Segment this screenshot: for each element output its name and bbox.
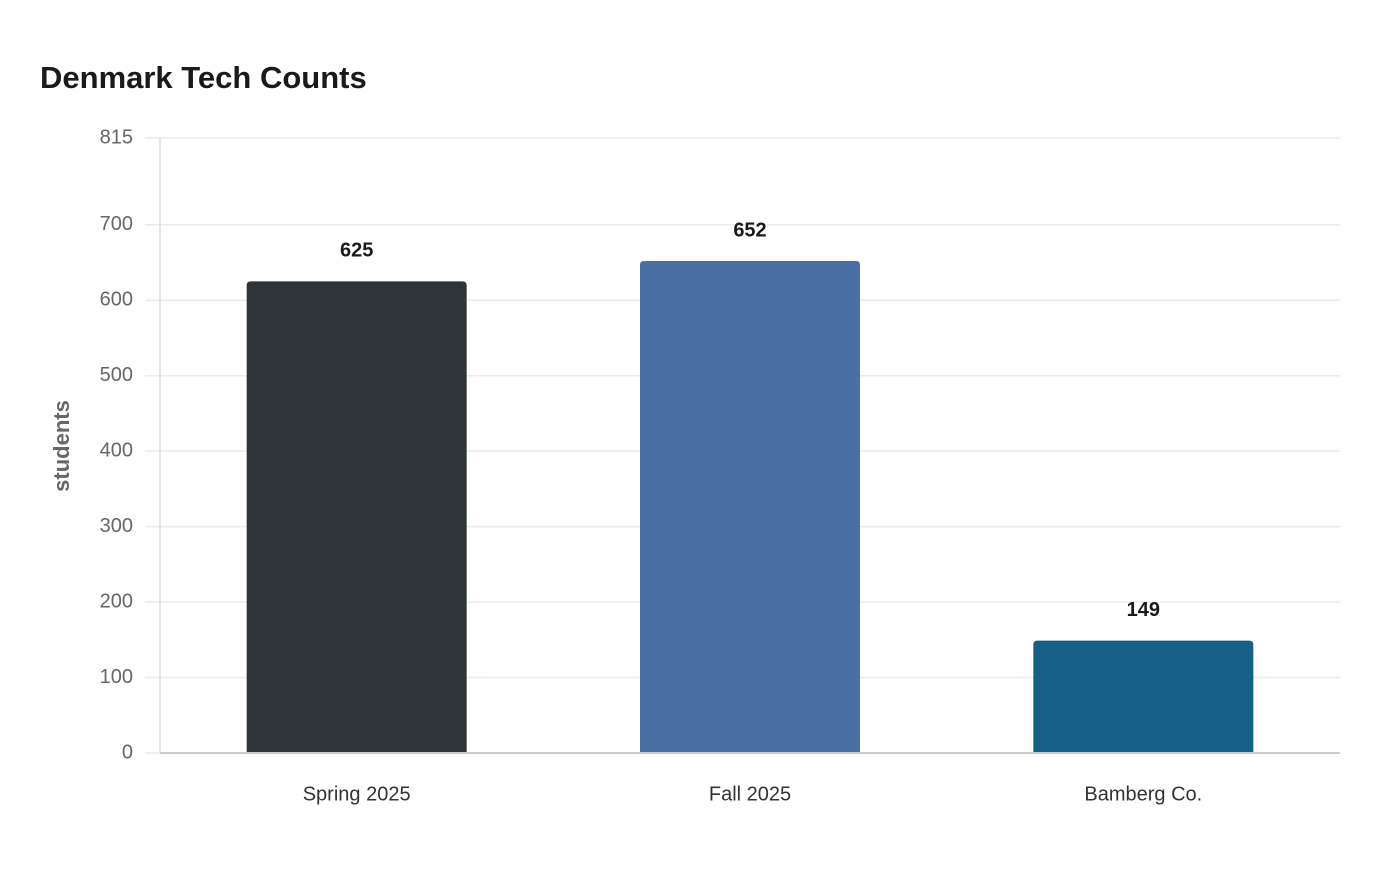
value-label: 652 bbox=[733, 219, 766, 241]
x-tick-label: Spring 2025 bbox=[303, 783, 411, 805]
chart-title: Denmark Tech Counts bbox=[40, 60, 367, 95]
y-tick-label: 500 bbox=[100, 364, 133, 386]
y-tick-label: 600 bbox=[100, 289, 133, 311]
y-tick-label: 300 bbox=[100, 515, 133, 537]
bar bbox=[640, 261, 860, 753]
x-tick-label: Bamberg Co. bbox=[1084, 783, 1202, 805]
y-axis-label: students bbox=[49, 400, 74, 492]
y-tick-label: 200 bbox=[100, 590, 133, 612]
bar bbox=[1033, 640, 1254, 753]
value-label: 625 bbox=[340, 240, 373, 262]
y-tick-label: 400 bbox=[100, 439, 133, 461]
y-tick-label: 0 bbox=[122, 741, 133, 763]
y-tick-label: 100 bbox=[100, 666, 133, 688]
value-label: 149 bbox=[1127, 599, 1160, 621]
bar bbox=[246, 281, 467, 753]
y-tick-label: 700 bbox=[100, 213, 133, 235]
y-tick-label: 815 bbox=[100, 126, 133, 148]
x-tick-label: Fall 2025 bbox=[709, 783, 791, 805]
